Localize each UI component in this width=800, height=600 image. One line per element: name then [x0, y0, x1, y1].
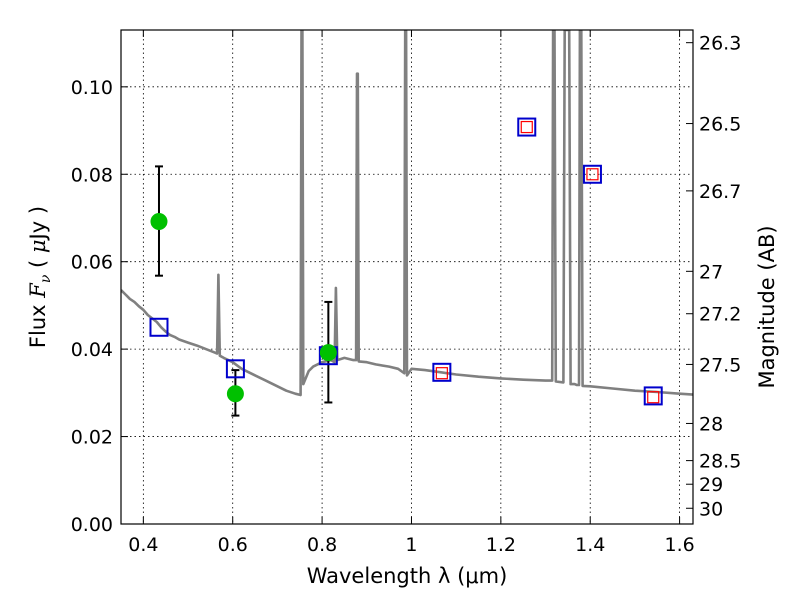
magnitude-tick-label: 26.5 [699, 114, 741, 136]
plot-frame [120, 29, 694, 525]
x-tick-label: 0.8 [307, 534, 337, 556]
x-tick-label: 0.6 [218, 534, 248, 556]
x-axis-title: Wavelength λ (μm) [307, 564, 508, 588]
magnitude-tick-label: 30 [699, 498, 723, 520]
y-axis-title-left: Flux Fν ( μJy ) [26, 206, 54, 348]
x-tick-label: 0.4 [128, 534, 158, 556]
blue-square-marker [149, 317, 169, 337]
x-tick-label: 1.4 [575, 534, 605, 556]
y-tick-label: 0.02 [71, 427, 113, 449]
red-square-marker [647, 391, 660, 404]
y-tick-label: 0.00 [71, 514, 113, 536]
magnitude-tick-label: 26.3 [699, 33, 741, 55]
y-tick-label: 0.08 [71, 164, 113, 186]
red-square-marker [435, 367, 448, 380]
green-data-point [319, 344, 337, 362]
magnitude-tick-label: 26.7 [699, 181, 741, 203]
y-tick-label: 0.04 [71, 339, 113, 361]
model-spectrum-line [121, 30, 693, 397]
magnitude-tick-label: 29 [699, 474, 723, 496]
x-tick-label: 1.6 [664, 534, 694, 556]
magnitude-tick-label: 27.5 [699, 354, 741, 376]
marker-layer [149, 117, 663, 417]
green-data-point [150, 212, 168, 230]
green-data-point [226, 385, 244, 403]
red-square-marker [586, 168, 599, 181]
blue-square-marker [643, 386, 663, 406]
blue-square-marker [517, 117, 537, 137]
y-tick-label: 0.06 [71, 252, 113, 274]
magnitude-tick-label: 27 [699, 261, 723, 283]
magnitude-tick-label: 27.2 [699, 304, 741, 326]
spectrum-layer [121, 30, 693, 397]
ticks-layer: 0.4 0.6 0.8 1 1.2 1.4 1.6 0.00 0.02 0.04 0.06 0.08 0… [71, 30, 741, 556]
blue-square-marker [432, 362, 452, 382]
x-tick-label: 1 [405, 534, 417, 556]
blue-square-marker [582, 164, 602, 184]
magnitude-tick-label: 28.5 [699, 451, 741, 473]
grid-lines [121, 30, 693, 524]
y-axis-title-right: Magnitude (AB) [755, 225, 779, 388]
blue-square-marker [225, 359, 245, 379]
y-tick-label: 0.10 [71, 77, 113, 99]
magnitude-tick-label: 28 [699, 413, 723, 435]
x-tick-label: 1.2 [486, 534, 516, 556]
red-square-marker [520, 120, 533, 134]
